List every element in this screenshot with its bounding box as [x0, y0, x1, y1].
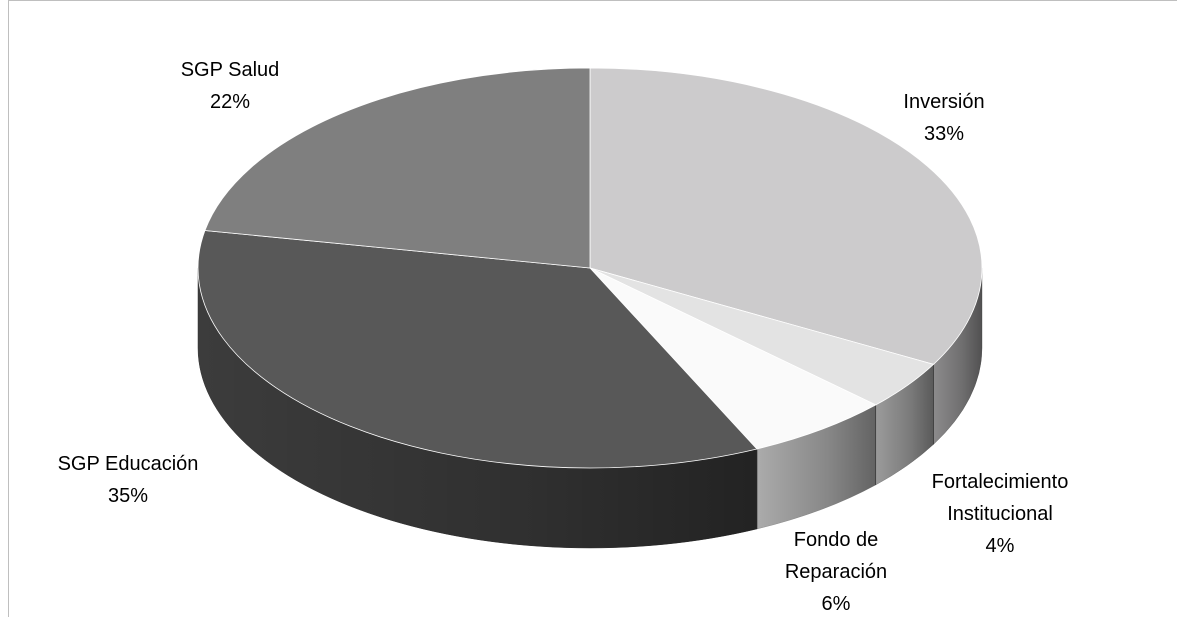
data-label-3-line-0: SGP Educación [58, 453, 199, 475]
data-label-2: Fondo de Reparación 6% [785, 529, 887, 615]
pie-slice-0 [589, 67, 983, 365]
data-label-4-line-0: SGP Salud [181, 59, 280, 81]
data-label-0-line-0: Inversión [903, 91, 984, 113]
data-label-1: Fortalecimiento Institucional 4% [932, 471, 1069, 557]
pie-side-walls [197, 267, 983, 549]
data-label-2-line-0: Fondo de [794, 529, 879, 551]
data-label-3-line-1: 35% [108, 485, 148, 507]
data-label-2-line-2: 6% [822, 593, 851, 615]
data-label-1-line-0: Fortalecimiento [932, 471, 1069, 493]
pie-side-shade-1-0 [875, 364, 934, 485]
data-label-4-line-1: 22% [210, 91, 250, 113]
data-label-1-line-1: Institucional [947, 503, 1053, 525]
data-label-0-line-1: 33% [924, 123, 964, 145]
data-label-1-line-2: 4% [986, 535, 1015, 557]
pie-slice-3 [197, 230, 758, 469]
data-label-4: SGP Salud 22% [181, 59, 280, 113]
data-label-0: Inversión 33% [903, 91, 984, 145]
data-label-3: SGP Educación 35% [58, 453, 199, 507]
data-label-2-line-1: Reparación [785, 561, 887, 583]
pie-slice-2 [589, 267, 877, 450]
pie-side-shade-2-0 [756, 404, 876, 529]
pie-slice-4 [204, 67, 591, 269]
pie-top-faces [197, 67, 983, 469]
data-labels: Inversión 33% Fortalecimiento Institucional… [58, 59, 1069, 615]
pie-side-shade-0-0 [933, 268, 982, 445]
pie-side-shade-3-0 [198, 268, 757, 548]
